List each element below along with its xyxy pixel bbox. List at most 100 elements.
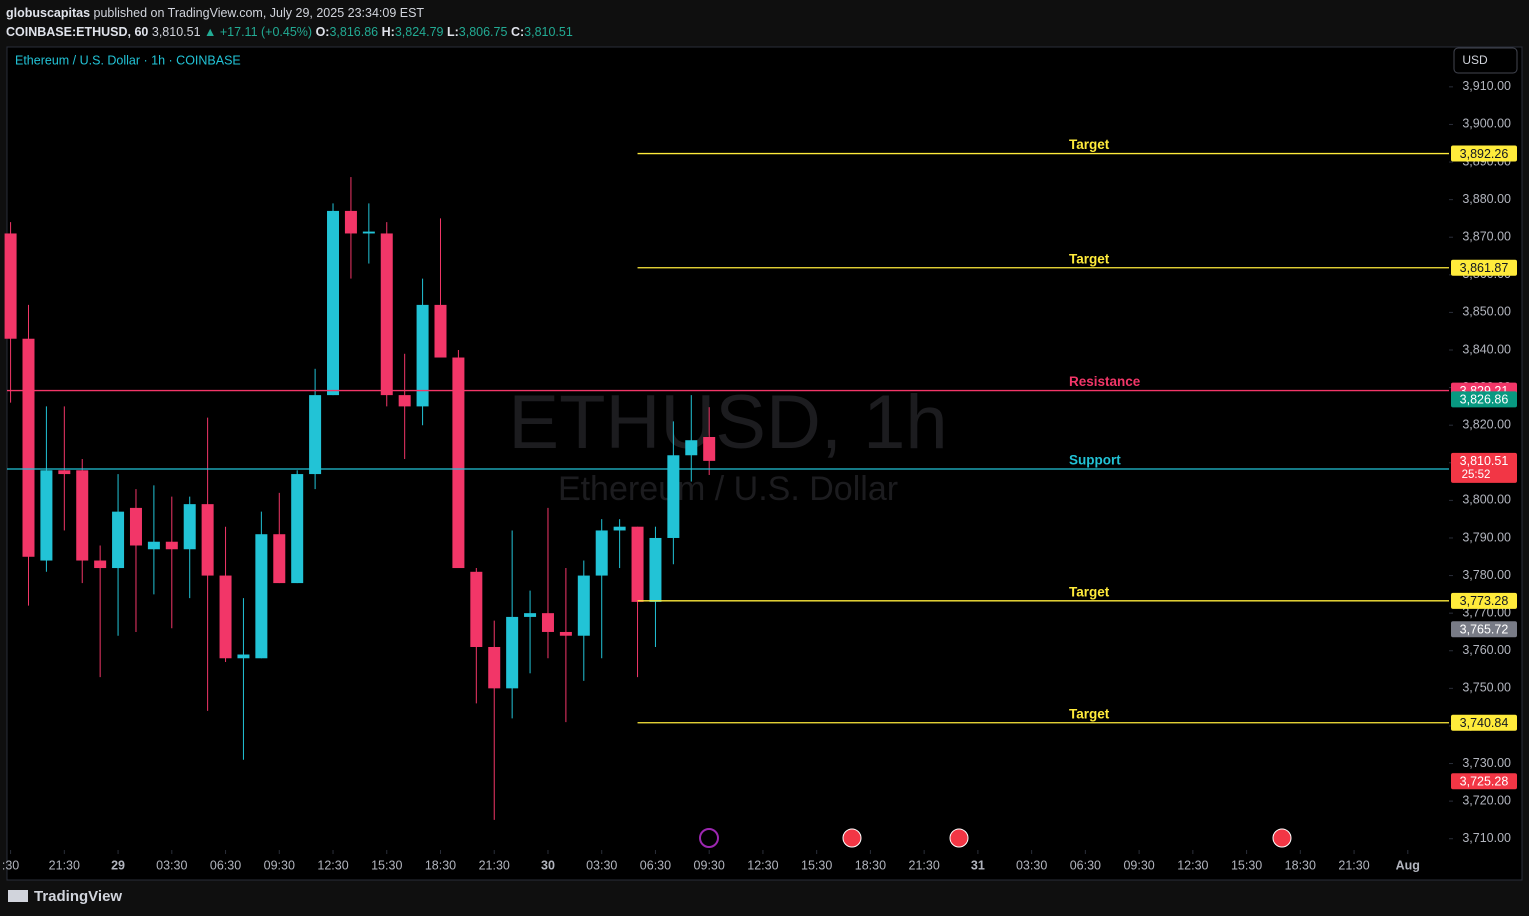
chart-title: Ethereum / U.S. Dollar · 1h · COINBASE [15,53,241,67]
x-tick-label: 15:30 [1231,858,1262,872]
x-tick-label: 18:30 [425,858,456,872]
price-badge [1451,259,1517,276]
y-tick-label: 3,720.00 [1462,793,1511,807]
x-tick-label: 31 [971,858,985,872]
y-tick-label: 3,710.00 [1462,831,1511,845]
watermark-sub: Ethereum / U.S. Dollar [558,470,898,508]
price-badge-label: 3,740.84 [1460,716,1509,730]
x-tick-label: 03:30 [586,858,617,872]
event-icon[interactable] [842,828,862,848]
candle-body [380,233,393,396]
level-label: Resistance [1069,374,1141,389]
candle-body [703,436,716,461]
x-tick-label: 03:30 [1016,858,1047,872]
x-tick-label: 21:30 [49,858,80,872]
x-tick-label: 18:30 [1285,858,1316,872]
c-key: C: [510,25,525,39]
currency-button[interactable] [1453,47,1518,74]
h-key: H: [381,25,395,39]
price-badge-label: 3,892.26 [1460,147,1509,161]
y-tick-label: 3,750.00 [1462,681,1511,695]
y-tick-label: 3,900.00 [1462,117,1511,131]
y-tick-label: 3,820.00 [1462,417,1511,431]
price-badge [1451,391,1517,408]
y-tick-label: 3,910.00 [1462,79,1511,93]
x-tick-label: 06:30 [210,858,241,872]
y-tick-label: 3,770.00 [1462,605,1511,619]
y-tick-label: 3,870.00 [1462,230,1511,244]
candle-body [434,304,447,358]
price-badge-label: 3,861.87 [1460,261,1509,275]
candle-body [4,233,17,339]
candle-body [129,507,142,546]
header-line: COINBASE:ETHUSD, 60 3,810.51 ▲ +17.11 (+… [6,23,573,42]
candle-body [112,511,125,569]
candle-body [416,304,429,407]
x-tick-label: 30 [541,858,555,872]
candle-body [22,338,35,557]
candle-body [165,541,178,550]
event-icon[interactable] [949,828,969,848]
price-badge [1451,621,1517,638]
x-tick-label: 21:30 [1338,858,1369,872]
o: 3,816.86 [329,25,379,39]
symbol: COINBASE:ETHUSD, 60 [6,25,149,39]
candle-body [488,646,501,689]
candle-body [76,470,89,561]
published: published on TradingView.com, July 29, 2… [90,6,425,20]
y-tick-label: 3,850.00 [1462,305,1511,319]
y-tick-label: 3,880.00 [1462,192,1511,206]
x-tick-label: 12:30 [317,858,348,872]
header: globuscapitas published on TradingView.c… [6,4,573,42]
candle-body [470,571,483,647]
y-tick-label: 3,730.00 [1462,756,1511,770]
h: 3,824.79 [394,25,444,39]
x-tick-label: 21:30 [909,858,940,872]
event-icon[interactable] [699,828,719,848]
y-tick-label: 3,760.00 [1462,643,1511,657]
candle-body [362,231,375,234]
countdown: 25:52 [1462,469,1491,481]
x-tick-label: 21:30 [479,858,510,872]
l: 3,806.75 [458,25,508,39]
x-tick-label: 09:30 [694,858,725,872]
price-badge-label: 3,725.28 [1460,775,1509,789]
candle-body [219,575,232,659]
x-tick-label: 09:30 [1123,858,1154,872]
level-label: Target [1069,251,1110,266]
candle-body [649,537,662,602]
x-tick-label: 18:30 [855,858,886,872]
candle-body [344,210,357,234]
x-tick-label: :30 [2,858,19,872]
last: 3,810.51 [151,25,201,39]
candle-body [506,616,519,689]
x-tick-label: 12:30 [1177,858,1208,872]
price-badge [1451,773,1517,790]
candle-body [577,575,590,636]
price-badge-label: 3,826.86 [1460,393,1509,407]
candle-body [685,440,698,456]
x-tick-label: 29 [111,858,125,872]
c: 3,810.51 [524,25,573,39]
watermark: ETHUSD, 1h [508,380,947,465]
candle-body [201,504,214,576]
candle-body [398,395,411,407]
x-tick-label: 15:30 [801,858,832,872]
candle-body [94,560,107,569]
event-icon[interactable] [1272,828,1292,848]
x-tick-label: 03:30 [156,858,187,872]
price-badge-label: 3,810.51 [1460,454,1509,468]
y-tick-label: 3,780.00 [1462,568,1511,582]
y-tick-label: 3,840.00 [1462,342,1511,356]
candle-body [524,613,537,617]
price-badge [1451,714,1517,731]
candle-body [40,470,53,561]
price-badge-label: 3,765.72 [1460,623,1509,637]
y-tick-label: 3,800.00 [1462,493,1511,507]
currency[interactable]: USD [1462,53,1488,67]
candle-body [595,530,608,576]
candle-body [559,631,572,636]
candle-body [667,455,680,538]
